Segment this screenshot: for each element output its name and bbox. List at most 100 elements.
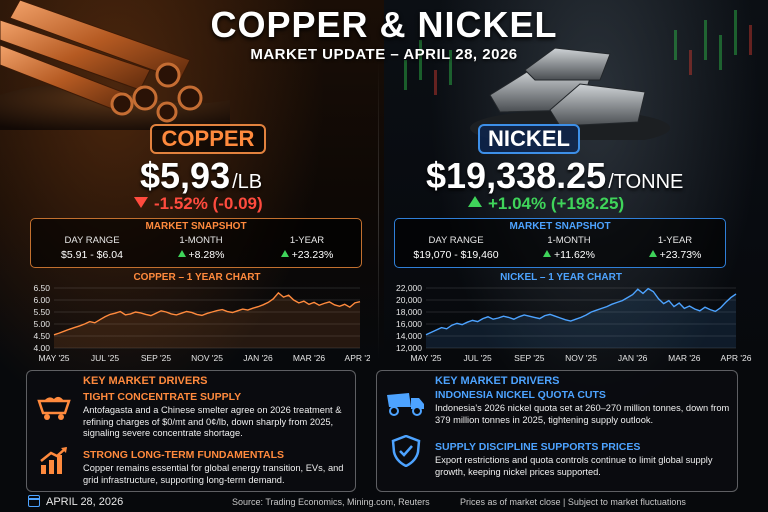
x-tick-label: JUL '25: [91, 353, 120, 363]
driver-text: Export restrictions and quota controls c…: [435, 455, 713, 477]
nickel-day-range: DAY RANGE $19,070 - $19,460: [401, 235, 511, 261]
copper-change: -1.52% (-0.09): [134, 194, 263, 214]
one-year-value: +23.73%: [659, 249, 702, 261]
x-tick-label: APR '26: [721, 353, 752, 363]
y-tick-label: 4.50: [33, 331, 50, 341]
nickel-price: $19,338.25/TONNE: [426, 155, 683, 197]
one-month-value: +8.28%: [188, 249, 225, 261]
driver-item: STRONG LONG-TERM FUNDAMENTALS Copper rem…: [83, 449, 351, 486]
y-tick-label: 18,000: [396, 307, 422, 317]
x-tick-label: JAN '26: [243, 353, 273, 363]
y-tick-label: 5.50: [33, 307, 50, 317]
footer: APRIL 28, 2026 Source: Trading Economics…: [0, 494, 768, 512]
one-year-value: +23.23%: [291, 249, 334, 261]
nickel-label: NICKEL: [478, 124, 580, 154]
y-tick-label: 4.00: [33, 343, 50, 353]
nickel-price-unit: /TONNE: [608, 171, 684, 193]
nickel-series-line: [425, 287, 737, 336]
x-tick-label: SEP '25: [141, 353, 172, 363]
market-bars-decoration: [404, 10, 752, 95]
driver-heading: TIGHT CONCENTRATE SUPPLY: [83, 391, 242, 403]
page-subtitle: MARKET UPDATE – APRIL 28, 2026: [250, 46, 518, 63]
nickel-chart-title: NICKEL – 1 YEAR CHART: [500, 272, 622, 283]
y-tick-label: 22,000: [396, 283, 422, 293]
footer-source: Source: Trading Economics, Mining.com, R…: [232, 497, 430, 507]
nickel-price-value: $19,338.25: [426, 155, 607, 196]
day-range-label: DAY RANGE: [64, 235, 120, 246]
x-tick-label: APR '26: [345, 353, 370, 363]
copper-day-range: DAY RANGE $5.91 - $6.04: [47, 235, 137, 261]
down-arrow-icon: [134, 197, 148, 208]
x-tick-label: MAY '25: [410, 353, 441, 363]
one-month-label: 1-MONTH: [547, 235, 591, 246]
copper-price: $5,93/LB: [140, 155, 262, 197]
y-tick-label: 14,000: [396, 331, 422, 341]
x-tick-label: JAN '26: [618, 353, 648, 363]
footer-date: APRIL 28, 2026: [46, 496, 124, 508]
page-title: COPPER & NICKEL: [210, 4, 558, 45]
nickel-market-snapshot: MARKET SNAPSHOT DAY RANGE $19,070 - $19,…: [394, 218, 726, 268]
snapshot-title: MARKET SNAPSHOT: [509, 221, 611, 232]
y-tick-label: 16,000: [396, 319, 422, 329]
y-tick-label: 6.50: [33, 283, 50, 293]
footer-note: Prices as of market close | Subject to m…: [460, 497, 686, 507]
y-tick-label: 20,000: [396, 295, 422, 305]
copper-change-value: -1.52% (-0.09): [154, 194, 263, 213]
one-month-value: +11.62%: [554, 249, 595, 261]
up-arrow-icon: [543, 250, 552, 257]
copper-one-year: 1-YEAR +23.23%: [267, 235, 347, 261]
copper-key-drivers: KEY MARKET DRIVERS TIGHT CONCENTRATE SUP…: [26, 370, 356, 492]
driver-heading: SUPPLY DISCIPLINE SUPPORTS PRICES: [435, 441, 641, 453]
up-arrow-icon: [177, 250, 186, 257]
copper-price-value: $5,93: [140, 155, 231, 196]
one-month-label: 1-MONTH: [179, 235, 223, 246]
up-arrow-icon: [468, 196, 482, 207]
copper-price-unit: /LB: [232, 171, 263, 193]
driver-text: Antofagasta and a Chinese smelter agree …: [83, 405, 342, 438]
x-tick-label: NOV '25: [191, 353, 223, 363]
nickel-one-month: 1-MONTH +11.62%: [529, 235, 609, 261]
x-tick-label: SEP '25: [514, 353, 545, 363]
x-tick-label: MAR '26: [668, 353, 701, 363]
driver-item: INDONESIA NICKEL QUOTA CUTS Indonesia's …: [435, 389, 731, 426]
day-range-value: $19,070 - $19,460: [413, 249, 499, 261]
drivers-title: KEY MARKET DRIVERS: [83, 375, 208, 387]
calendar-icon: [28, 495, 40, 507]
up-arrow-icon: [648, 250, 657, 257]
x-tick-label: NOV '25: [565, 353, 597, 363]
one-year-label: 1-YEAR: [289, 235, 325, 246]
driver-heading: STRONG LONG-TERM FUNDAMENTALS: [83, 449, 285, 461]
copper-chart-title: COPPER – 1 YEAR CHART: [133, 272, 261, 283]
x-tick-label: MAY '25: [38, 353, 69, 363]
copper-one-month: 1-MONTH +8.28%: [161, 235, 241, 261]
nickel-line-chart: 22,000 20,000 18,000 16,000 14,000 12,000MAY …: [396, 283, 752, 363]
up-arrow-icon: [280, 250, 289, 257]
mine-cart-icon: [37, 396, 71, 420]
nickel-one-year: 1-YEAR +23.73%: [635, 235, 715, 261]
nickel-change-value: +1.04% (+198.25): [488, 194, 625, 213]
driver-heading: INDONESIA NICKEL QUOTA CUTS: [435, 389, 606, 401]
x-tick-label: JUL '25: [464, 353, 493, 363]
copper-pipes-image: [0, 0, 230, 130]
growth-chart-icon: [40, 447, 67, 474]
one-year-label: 1-YEAR: [657, 235, 693, 246]
driver-text: Copper remains essential for global ener…: [83, 463, 344, 485]
y-tick-label: 12,000: [396, 343, 422, 353]
driver-item: TIGHT CONCENTRATE SUPPLY Antofagasta and…: [83, 391, 351, 440]
day-range-label: DAY RANGE: [428, 235, 484, 246]
copper-series-line: [53, 291, 361, 336]
nickel-area-fill: [426, 288, 736, 348]
copper-label: COPPER: [150, 124, 266, 154]
dump-truck-icon: [387, 393, 424, 416]
drivers-title: KEY MARKET DRIVERS: [435, 375, 560, 387]
driver-item: SUPPLY DISCIPLINE SUPPORTS PRICES Export…: [435, 441, 731, 478]
copper-area-fill: [54, 292, 360, 348]
copper-market-snapshot: MARKET SNAPSHOT DAY RANGE $5.91 - $6.04 …: [30, 218, 362, 268]
y-tick-label: 5.00: [33, 319, 50, 329]
nickel-key-drivers: KEY MARKET DRIVERS INDONESIA NICKEL QUOT…: [376, 370, 738, 492]
shield-check-icon: [391, 435, 421, 467]
driver-text: Indonesia's 2026 nickel quota set at 260…: [435, 403, 730, 425]
day-range-value: $5.91 - $6.04: [61, 249, 123, 261]
center-divider: [378, 60, 379, 360]
